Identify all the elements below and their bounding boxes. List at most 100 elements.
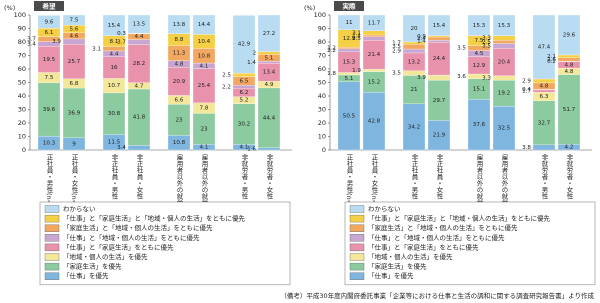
data-label: 37.6 [473, 122, 486, 128]
x-tick-label: 非就労者・男性 [540, 153, 548, 201]
legend-swatch [44, 205, 60, 213]
legend-label: 「家庭生活」と「地域・個人の生活」をともに優先 [63, 223, 213, 232]
x-tick-label: 非正社員・男性 [110, 153, 118, 201]
data-label: 25.4 [198, 83, 211, 89]
data-label: 7.8 [200, 106, 209, 112]
bar-segment [402, 44, 426, 50]
data-label: 15.4 [108, 23, 121, 29]
y-tick-label: 40 [18, 92, 26, 100]
x-tick-label: 非就労者・男性 [240, 153, 248, 201]
data-label: 2 [252, 51, 256, 57]
data-label: 2.5 [222, 72, 231, 78]
y-tick-label: 0 [22, 146, 26, 154]
bar-segment [532, 14, 556, 80]
bar-segment [492, 39, 516, 44]
legend-swatch [44, 272, 60, 280]
legend-swatch [349, 262, 365, 271]
legend-swatch [349, 224, 365, 232]
data-label: 13.2 [408, 59, 420, 65]
data-label: 4.7 [135, 83, 144, 89]
legend-label: 「仕事」と「家庭生活」と「地域・個人の生活」をともに優先 [63, 214, 246, 223]
y-tick-label: 100 [14, 11, 26, 19]
data-label: 32.7 [538, 120, 551, 126]
data-label: 47.4 [538, 44, 551, 50]
data-label: 1.2 [327, 46, 336, 52]
data-label: 8.1 [110, 39, 119, 45]
data-label: 4.5 [475, 51, 484, 57]
data-label: 14.4 [198, 22, 211, 28]
bar-segment [337, 47, 361, 50]
data-label: 2.6 [547, 57, 556, 63]
data-label: 2.9 [392, 48, 401, 54]
data-label: 4.2 [565, 145, 574, 151]
x-tick-label: 非就労者・女性 [265, 153, 273, 201]
bar-segment [402, 48, 426, 54]
data-label: 3.3 [482, 75, 491, 81]
footnote: （備考）平成30年度内閣府委託事業「企業等における仕事と生活の調和に関する調査研… [280, 291, 594, 300]
bar-segment [557, 57, 581, 62]
data-label: 0.4 [522, 87, 531, 93]
data-label: 3.5 [457, 46, 466, 52]
data-label: 10.8 [198, 53, 211, 59]
bar-segment [557, 14, 581, 56]
data-label: 13.8 [173, 22, 186, 28]
x-tick-label: 正社員・女性(n=1500) [370, 154, 378, 224]
data-label: 7.5 [70, 18, 79, 24]
legend-label: 「地域・個人の生活」を優先 [63, 252, 148, 261]
data-label: 5.6 [70, 26, 79, 32]
y-tick-label: 30 [18, 106, 26, 114]
bar-segment [557, 54, 581, 58]
bar-segment [37, 15, 61, 29]
bar-segment [102, 46, 126, 52]
data-label: 10.3 [43, 141, 56, 147]
data-label: 6.1 [45, 30, 54, 36]
y-tick-label: 10 [18, 133, 26, 141]
data-label: 41.8 [133, 115, 146, 121]
data-label: 15.3 [498, 23, 511, 29]
y-tick-label: 20 [318, 119, 326, 127]
data-label: 15.1 [473, 87, 486, 93]
legend-label: 「地域・個人の生活」を優先 [368, 252, 453, 261]
data-label: 0.9 [417, 34, 426, 40]
data-label: 10.7 [108, 83, 121, 89]
bar-segment [362, 30, 386, 36]
data-label: 6.3 [540, 94, 549, 100]
data-label: 1.6 [247, 146, 256, 152]
data-label: 3.4 [27, 41, 36, 47]
bar-segment [127, 14, 151, 34]
data-label: 0.2 [547, 59, 556, 65]
legend-swatch [349, 234, 365, 242]
data-label: 2.2 [222, 84, 231, 90]
y-axis-label: (%) [4, 4, 15, 12]
x-tick-label: 正社員・女性(n=1500) [70, 154, 78, 224]
y-tick-label: 80 [318, 38, 326, 46]
data-label: 21 [410, 87, 418, 93]
data-label: 27.2 [263, 31, 275, 37]
data-label: 4.1 [200, 63, 209, 69]
data-label: 2.9 [522, 78, 531, 84]
legend-label: わからない [368, 205, 401, 213]
data-label: 25.7 [68, 59, 81, 65]
data-label: 10.4 [198, 39, 211, 45]
data-label: 2.5 [482, 39, 491, 45]
data-label: 23 [175, 117, 183, 123]
data-label: 23 [200, 126, 208, 132]
y-tick-label: 100 [314, 11, 326, 19]
bar-segment [167, 14, 191, 34]
data-label: 1.7 [522, 89, 531, 95]
bar-segment [492, 75, 516, 81]
bar-segment [492, 35, 516, 41]
data-label: 3.5 [392, 44, 401, 50]
data-label: 4.1 [240, 145, 249, 151]
data-label: 12.9 [343, 36, 356, 42]
x-tick-label: 正社員・男性(n=1500) [45, 154, 53, 224]
data-label: 21.9 [433, 133, 446, 139]
data-label: 2.2 [327, 48, 336, 54]
bar-segment [232, 73, 256, 77]
data-label: 19.5 [43, 57, 56, 63]
bar-segment [427, 74, 451, 81]
bar-segment [257, 14, 281, 52]
data-label: 9 [72, 141, 76, 147]
y-tick-label: 10 [318, 133, 326, 141]
data-label: 4.1 [200, 145, 209, 151]
